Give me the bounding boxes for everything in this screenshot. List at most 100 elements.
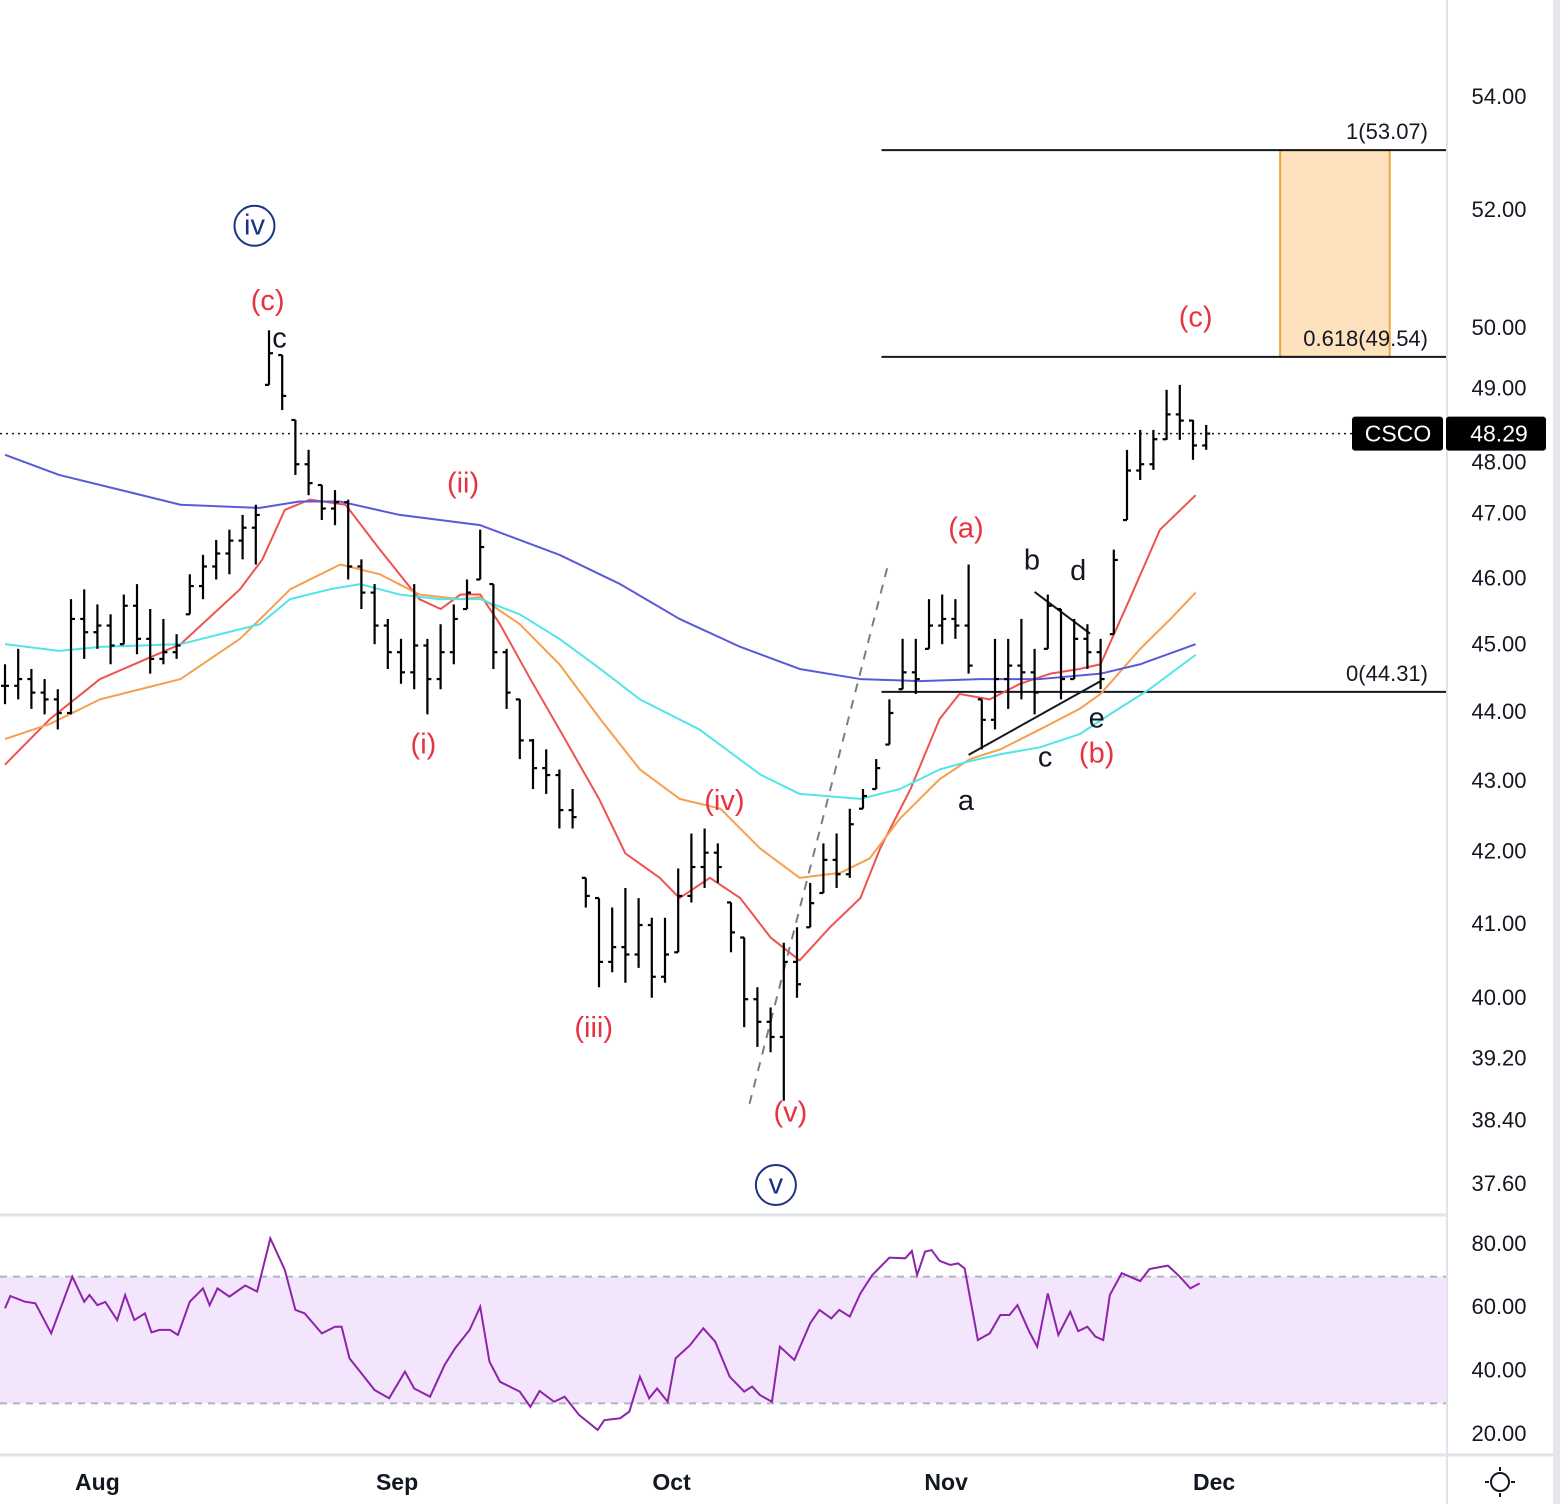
rsi-tick-label: 20.00 — [1471, 1421, 1526, 1446]
ohlc-bar — [159, 618, 168, 665]
fib-level-label: 0(44.31) — [1346, 661, 1428, 686]
ohlc-bar — [740, 936, 749, 1028]
wave-label-minor: a — [958, 785, 975, 817]
ohlc-bar — [383, 618, 392, 669]
ohlc-bar — [1123, 449, 1131, 522]
time-tick-label: Sep — [376, 1469, 418, 1495]
ohlc-bar — [911, 638, 920, 694]
wave-label-major: (c) — [1179, 302, 1213, 334]
ohlc-bar — [1189, 419, 1197, 460]
symbol-badge — [1352, 416, 1443, 451]
ohlc-bar — [568, 789, 577, 829]
dashed-channel-line[interactable] — [748, 564, 890, 1105]
fib-level-label: 0.618(49.54) — [1303, 326, 1428, 351]
ohlc-bar — [212, 539, 221, 580]
ohlc-bar — [1175, 384, 1184, 440]
ohlc-bar — [1030, 648, 1039, 715]
ohlc-bar — [80, 589, 89, 659]
ohlc-bar — [713, 843, 722, 883]
ohlc-bar — [357, 559, 366, 610]
ohlc-bar — [766, 1007, 775, 1053]
ohlc-bar — [344, 499, 353, 580]
wave-label-major: (i) — [411, 729, 437, 761]
price-tick-label: 42.00 — [1471, 839, 1526, 864]
wave-label-major: (v) — [773, 1097, 807, 1129]
price-tick-label: 46.00 — [1471, 565, 1526, 590]
ohlc-bar — [595, 896, 603, 988]
ohlc-bar — [661, 917, 669, 983]
ohlc-bar — [793, 927, 801, 998]
ohlc-bar — [647, 917, 656, 998]
ohlc-bar — [67, 599, 75, 715]
wave-label-major: (b) — [1079, 738, 1114, 770]
ohlc-bar — [991, 638, 999, 730]
ohlc-bar — [172, 634, 181, 659]
triangle-lower-line[interactable] — [968, 680, 1102, 756]
ohlc-bar — [225, 529, 234, 575]
ohlc-bar — [1057, 607, 1065, 700]
ma_slow-line — [4, 583, 1197, 800]
ohlc-bar — [885, 699, 894, 746]
ohlc-bar — [819, 843, 828, 895]
ohlc-bar — [502, 648, 511, 709]
ohlc-bar — [133, 584, 141, 655]
ohlc-bar — [938, 594, 947, 645]
ohlc-bar — [1043, 594, 1052, 650]
wave-label-circled: iv — [244, 209, 265, 241]
ohlc-bar — [436, 624, 445, 690]
price-axis[interactable]: 54.00 52.00 50.00 49.00 48.00 47.00 46.00 45.00… — [1471, 84, 1526, 1196]
sun-gear-icon[interactable] — [1485, 1467, 1515, 1497]
time-axis[interactable]: Aug Sep Oct Nov Dec — [75, 1469, 1235, 1495]
price-tick-label: 40.00 — [1471, 985, 1526, 1010]
ohlc-bar — [1109, 549, 1118, 636]
ohlc-bar — [331, 490, 339, 526]
ohlc-bar — [1096, 638, 1105, 690]
moving-averages — [4, 453, 1197, 962]
trendlines[interactable] — [748, 564, 1102, 1105]
rsi-pane[interactable] — [0, 1235, 1446, 1432]
ohlc-bar — [40, 679, 49, 715]
ohlc-bar — [291, 418, 300, 475]
time-tick-label: Oct — [652, 1469, 691, 1495]
ohlc-bar — [727, 901, 735, 953]
ohlc-bar — [278, 353, 287, 411]
rsi-tick-label: 40.00 — [1471, 1357, 1526, 1382]
price-tick-label: 44.00 — [1471, 699, 1526, 724]
symbol-label: CSCO — [1365, 421, 1431, 447]
triangle-upper-line[interactable] — [1033, 591, 1091, 635]
ohlc-bar — [199, 554, 207, 600]
ohlc-bar — [146, 609, 155, 674]
ohlc-bar — [489, 582, 498, 669]
ohlc-bar — [463, 579, 471, 611]
ohlc-bar — [410, 584, 419, 690]
ohlc-bar — [397, 638, 405, 684]
price-tick-label: 45.00 — [1471, 631, 1526, 656]
right-edge-strip — [1553, 0, 1560, 1504]
ohlc-bar — [1017, 618, 1026, 700]
wave-label-major: (c) — [251, 285, 285, 317]
price-tick-label: 38.40 — [1471, 1108, 1526, 1133]
ohlc-bar — [542, 749, 551, 794]
price-tick-label: 41.00 — [1471, 911, 1526, 936]
wave-labels: iv (c) c (ii) (i) (iii) (iv) (v) v (a) a b c d e (b) (c) — [233, 204, 1213, 1207]
rsi-axis[interactable]: 80.00 60.00 40.00 20.00 — [1471, 1231, 1526, 1446]
last-price-badge: CSCO 48.29 — [1352, 416, 1546, 451]
ohlc-bar — [1083, 624, 1092, 669]
ohlc-bar — [674, 868, 683, 954]
time-tick-label: Aug — [75, 1469, 120, 1495]
wave-label-circled: v — [769, 1169, 784, 1201]
target-zone-box[interactable] — [1279, 149, 1391, 358]
ohlc-bar — [753, 987, 762, 1047]
ohlc-bar — [951, 599, 960, 639]
rsi-tick-label: 80.00 — [1471, 1231, 1526, 1256]
ohlc-bar — [581, 876, 590, 908]
time-tick-label: Dec — [1193, 1469, 1235, 1495]
price-tick-label: 49.00 — [1471, 376, 1526, 401]
price-tick-label: 52.00 — [1471, 197, 1526, 222]
price-tick-label: 37.60 — [1471, 1171, 1526, 1196]
fibonacci-extension[interactable]: 1(53.07) 0.618(49.54) 0(44.31) — [881, 119, 1446, 693]
ohlc-bar — [423, 638, 432, 715]
wave-circle — [233, 204, 276, 247]
ohlc-bar — [621, 887, 630, 983]
